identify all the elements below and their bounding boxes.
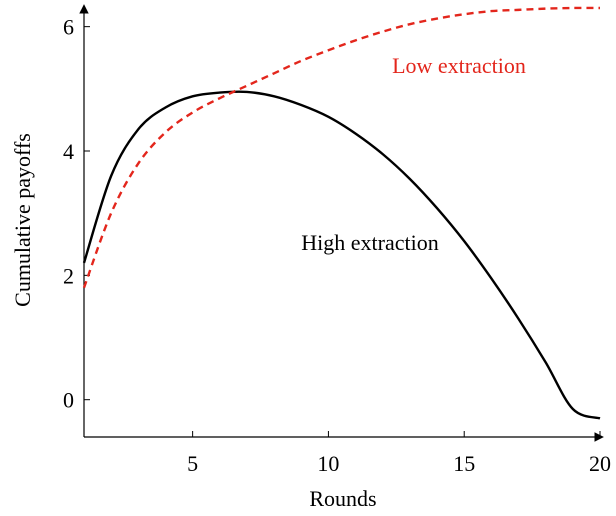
series-layer: [82, 6, 601, 420]
low-extraction-line: [82, 6, 601, 289]
axes: 5 10 15 20 0 2 4 6: [63, 4, 611, 476]
x-tick-label: 15: [453, 451, 475, 476]
y-tick-label: 2: [63, 263, 74, 288]
high-extraction-label: High extraction: [301, 230, 438, 255]
y-tick-label: 0: [63, 388, 74, 413]
low-extraction-label: Low extraction: [392, 53, 526, 78]
x-axis-title: Rounds: [309, 486, 376, 511]
high-extraction-line: [82, 90, 601, 420]
x-tick-label: 5: [187, 451, 198, 476]
labels-layer: Rounds Cumulative payoffs Low extraction…: [10, 53, 526, 511]
y-axis-title: Cumulative payoffs: [10, 133, 35, 307]
y-tick-label: 4: [63, 139, 74, 164]
x-tick-label: 20: [589, 451, 611, 476]
y-tick-label: 6: [63, 15, 74, 40]
x-tick-label: 10: [317, 451, 339, 476]
